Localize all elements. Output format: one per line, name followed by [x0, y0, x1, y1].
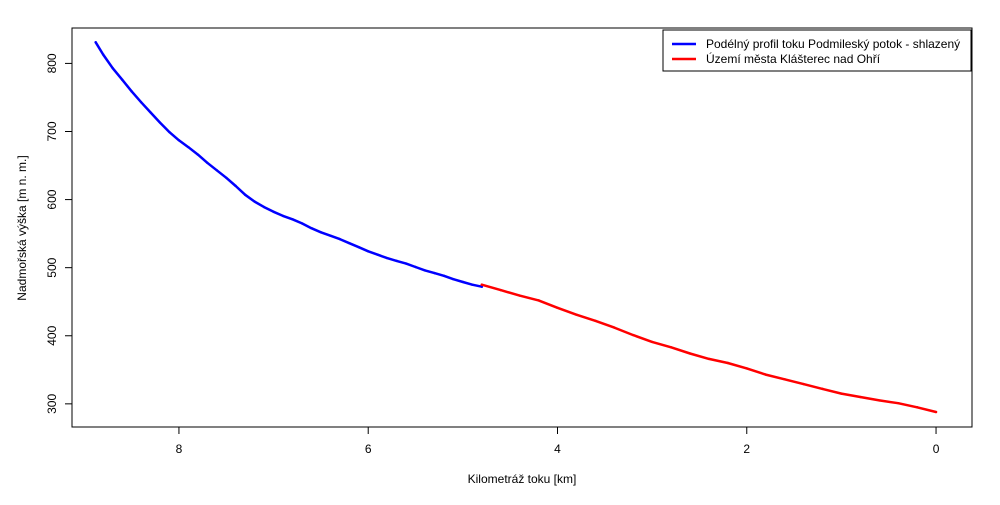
series-point-1 [764, 373, 767, 376]
series-point-0 [272, 210, 275, 214]
series-point-1 [650, 340, 654, 344]
series-point-0 [319, 231, 323, 234]
series-point-1 [896, 401, 900, 405]
series-point-0 [310, 226, 313, 230]
series-point-1 [934, 410, 938, 414]
x-axis: 8 6 4 2 0 [176, 426, 940, 456]
series-point-0 [130, 90, 133, 93]
series-point-0 [215, 169, 218, 172]
legend-label-town: Území města Klášterec nad Ohří [706, 51, 881, 66]
y-axis: 300 400 500 600 700 800 [45, 53, 73, 414]
series-point-1 [726, 361, 730, 365]
series-point-1 [707, 357, 711, 361]
series-point-1 [783, 378, 786, 381]
series-point-0 [149, 111, 152, 114]
series-point-1 [499, 288, 502, 292]
series-point-1 [840, 392, 843, 395]
series-point-0 [461, 280, 465, 284]
series-point-0 [357, 246, 360, 249]
series-point-1 [878, 399, 881, 402]
x-tick-label: 4 [554, 442, 561, 456]
series-point-0 [139, 101, 143, 104]
series-point-0 [423, 269, 427, 272]
series-point-0 [253, 200, 256, 203]
y-tick-label: 700 [45, 121, 59, 141]
series-point-0 [168, 130, 171, 134]
plot-frame [71, 27, 973, 428]
series-point-1 [480, 283, 483, 286]
series-point-1 [556, 306, 559, 310]
series-point-0 [94, 41, 97, 44]
series-point-0 [111, 66, 114, 70]
series-point-1 [537, 299, 540, 302]
series-point-1 [613, 326, 616, 329]
y-tick-label: 600 [45, 189, 59, 209]
series-point-1 [518, 294, 521, 297]
series-point-1 [915, 406, 919, 409]
series-point-1 [669, 346, 673, 349]
legend: Podélný profil toku Podmileský potok - s… [662, 29, 972, 72]
y-tick-label: 300 [45, 394, 59, 414]
x-tick-label: 6 [365, 442, 372, 456]
series-point-0 [187, 145, 190, 149]
x-tick-label: 2 [743, 442, 750, 456]
series-point-0 [234, 184, 237, 188]
x-tick-label: 0 [933, 442, 940, 456]
series-point-0 [243, 193, 247, 197]
series-point-0 [281, 214, 285, 218]
series-layer [94, 41, 938, 414]
series-point-0 [367, 250, 370, 253]
series-point-1 [802, 382, 805, 386]
series-point-0 [300, 222, 304, 225]
y-tick-label: 400 [45, 325, 59, 345]
series-point-0 [329, 234, 332, 237]
legend-label-profile: Podélný profil toku Podmileský potok - s… [706, 37, 960, 51]
series-point-0 [404, 262, 408, 265]
series-point-0 [414, 265, 417, 269]
y-tick-label: 500 [45, 257, 59, 277]
series-point-0 [452, 278, 455, 281]
series-point-0 [338, 237, 342, 241]
series-point-1 [821, 387, 824, 391]
series-point-0 [225, 176, 228, 179]
y-axis-label: Nadmořská výška [m n. m.] [15, 155, 29, 300]
series-line-1 [480, 283, 938, 414]
x-axis-label: Kilometráž toku [km] [468, 472, 577, 486]
legend-box [662, 29, 972, 72]
series-point-1 [575, 313, 578, 316]
series-point-0 [376, 253, 379, 256]
series-point-1 [594, 319, 597, 322]
series-point-1 [688, 352, 692, 355]
x-tick-label: 8 [176, 442, 183, 456]
series-point-0 [291, 218, 294, 221]
series-point-1 [631, 333, 635, 337]
series-point-0 [433, 271, 436, 275]
y-tick-label: 800 [45, 53, 59, 73]
series-line-0 [94, 41, 484, 288]
series-point-0 [158, 121, 162, 124]
series-point-0 [395, 259, 398, 263]
series-point-0 [471, 283, 474, 286]
series-point-0 [385, 256, 389, 260]
series-point-0 [262, 205, 266, 209]
series-point-0 [348, 241, 351, 245]
series-point-0 [120, 78, 124, 81]
series-point-0 [177, 139, 181, 142]
series-point-1 [859, 395, 862, 399]
series-point-0 [442, 274, 446, 278]
series-point-0 [206, 161, 209, 165]
series-point-1 [745, 367, 748, 370]
series-point-0 [196, 153, 200, 156]
series-point-0 [102, 53, 105, 56]
